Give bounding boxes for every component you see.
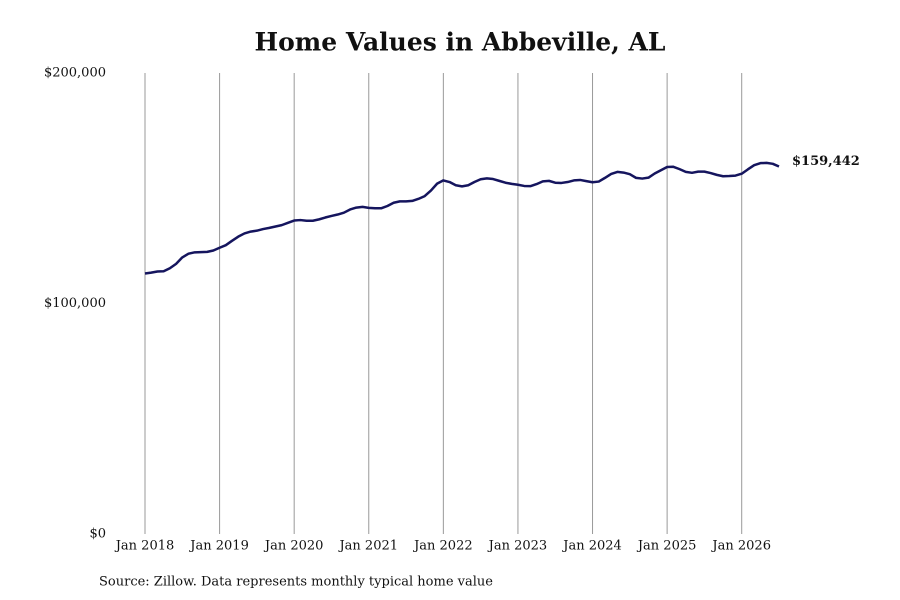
x-tick-label: Jan 2022 bbox=[412, 539, 473, 554]
x-tick-label: Jan 2024 bbox=[561, 539, 622, 554]
x-tick-label: Jan 2025 bbox=[636, 539, 697, 554]
y-tick-label: $0 bbox=[89, 527, 106, 542]
x-tick-label: Jan 2020 bbox=[263, 539, 324, 554]
y-tick-label: $100,000 bbox=[44, 296, 106, 311]
last-value-label: $159,442 bbox=[792, 154, 860, 169]
y-tick-label: $200,000 bbox=[44, 66, 106, 81]
source-note: Source: Zillow. Data represents monthly … bbox=[99, 575, 493, 590]
value-line bbox=[144, 161, 780, 275]
x-tick-label: Jan 2021 bbox=[337, 539, 398, 554]
x-tick-label: Jan 2023 bbox=[487, 539, 548, 554]
x-tick-label: Jan 2019 bbox=[188, 539, 249, 554]
x-tick-label: Jan 2026 bbox=[710, 539, 771, 554]
x-tick-label: Jan 2018 bbox=[114, 539, 175, 554]
chart-title: Home Values in Abbeville, AL bbox=[255, 28, 666, 57]
